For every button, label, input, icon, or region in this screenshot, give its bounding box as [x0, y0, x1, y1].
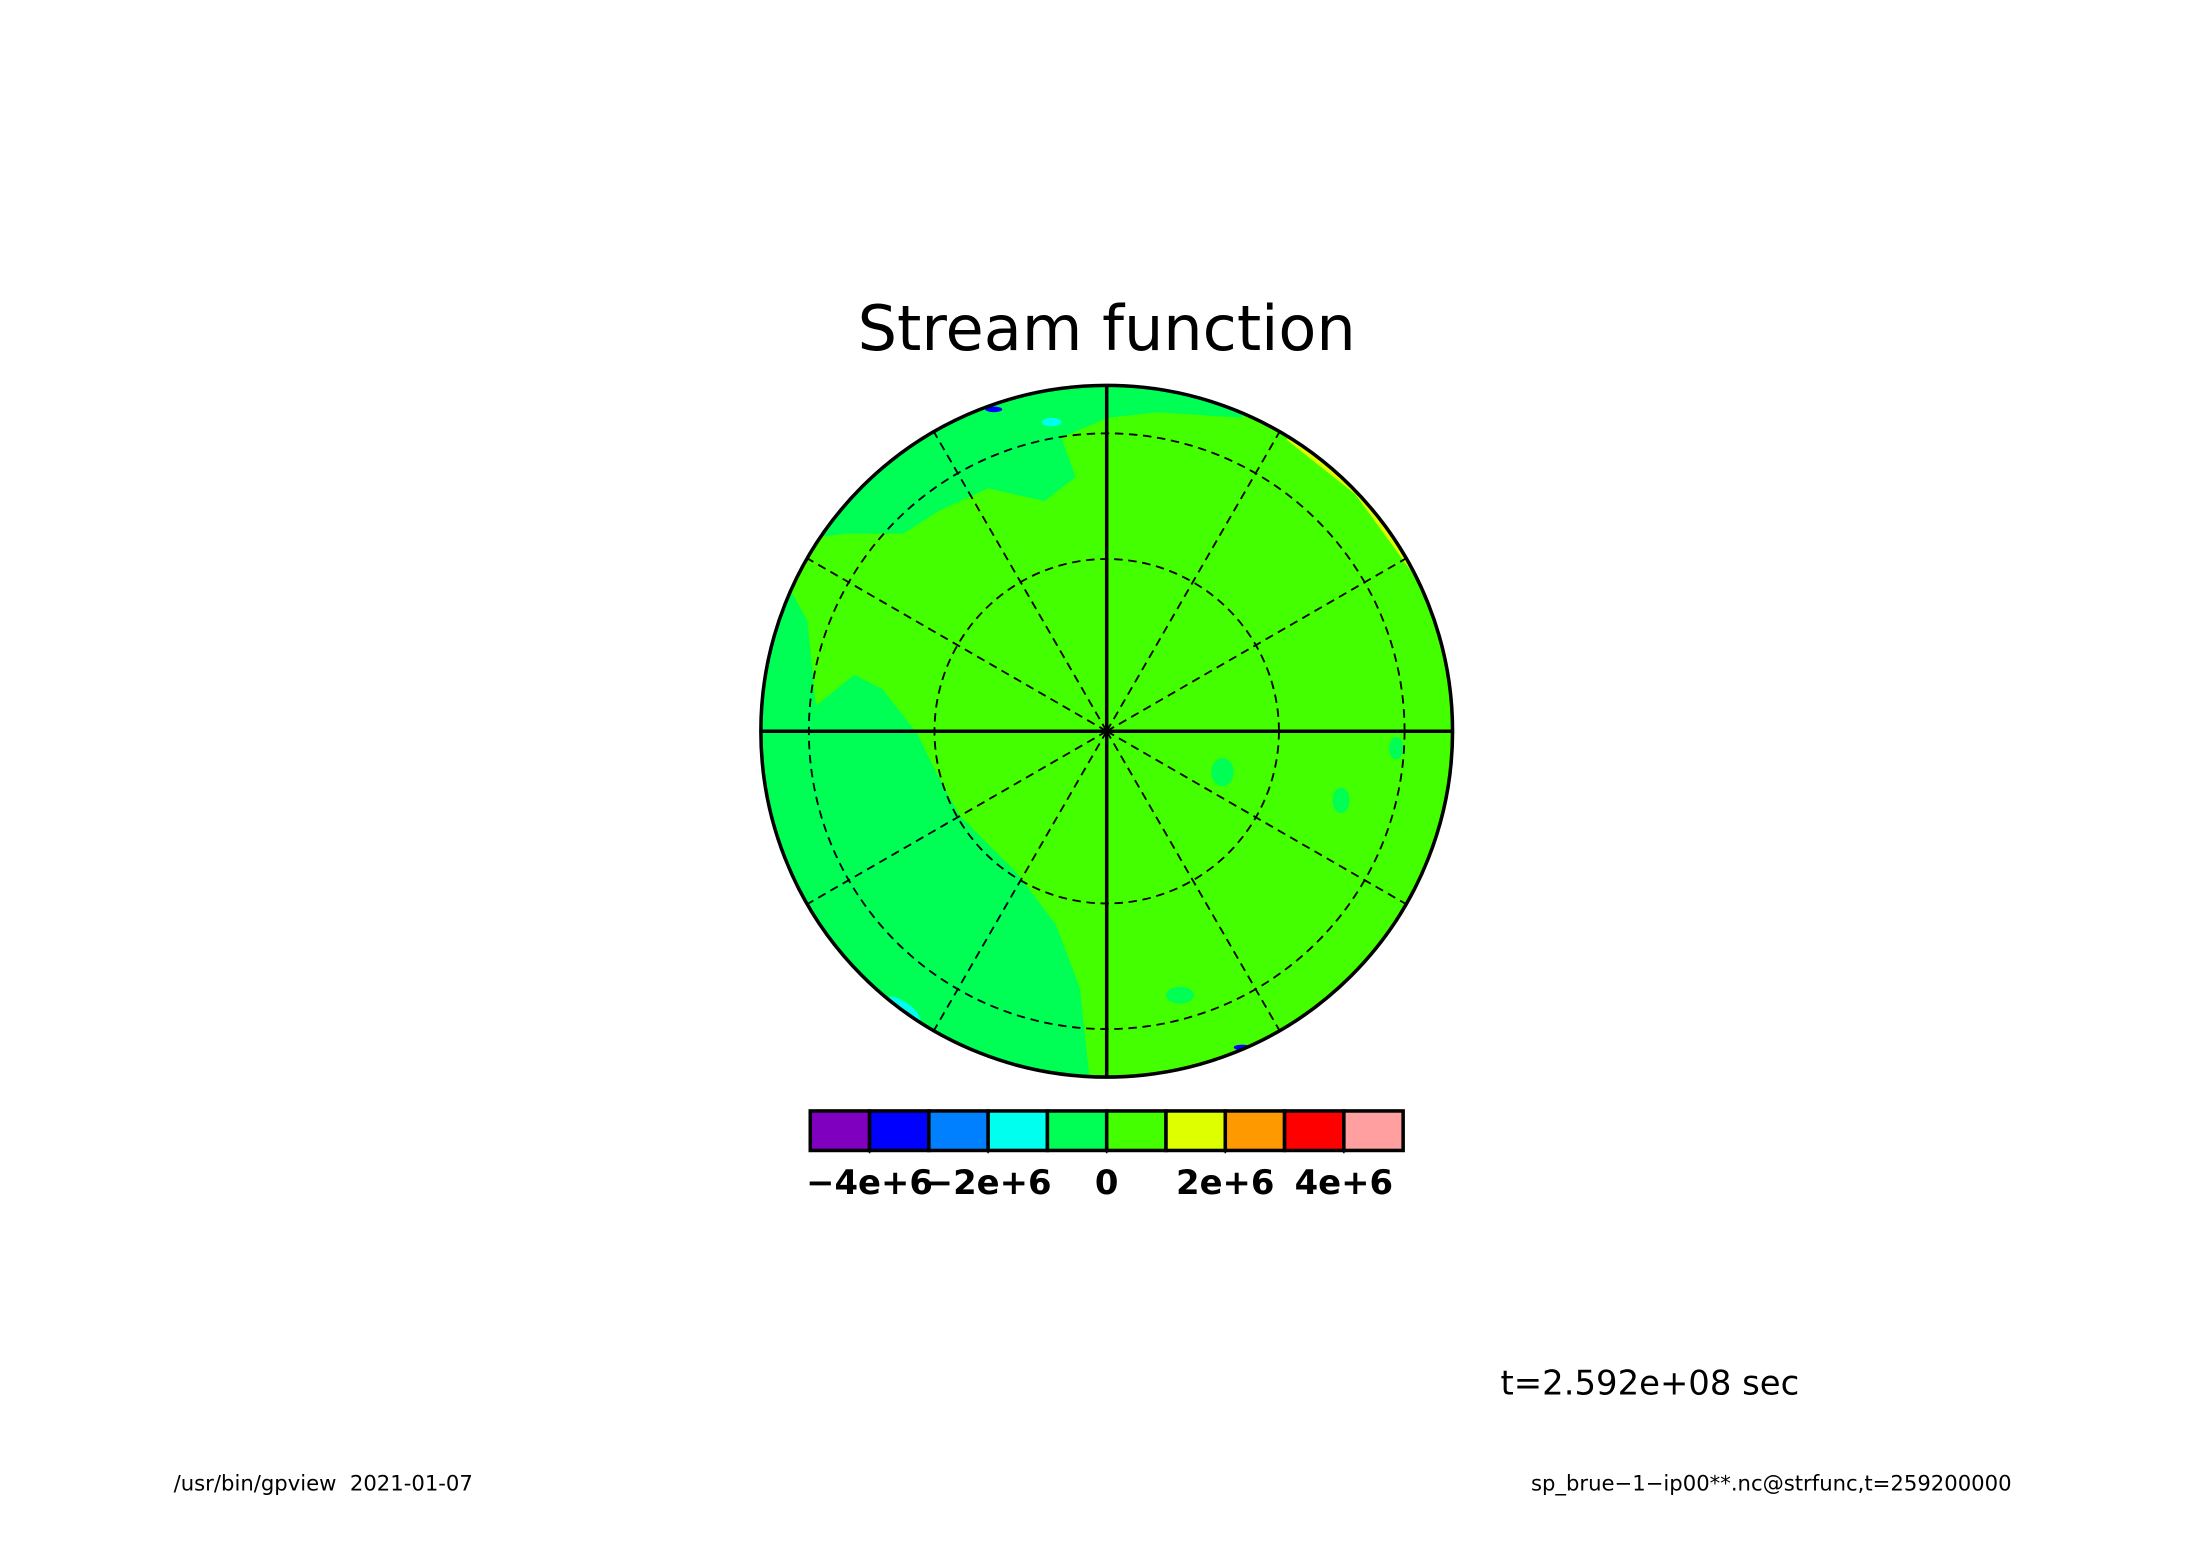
- colorbar-tick-label: −4e+6: [806, 1163, 933, 1202]
- contour-fill: [1332, 787, 1350, 814]
- colorbar-box: [1342, 1109, 1405, 1153]
- colorbar-box: [1045, 1109, 1109, 1153]
- meridian: [1105, 730, 1281, 1032]
- colorbar-box: [867, 1109, 931, 1153]
- contour-fill: [985, 406, 1003, 413]
- meridian: [1106, 557, 1407, 733]
- colorbar-tick-label: 4e+6: [1295, 1163, 1393, 1202]
- colorbar-box: [808, 1109, 872, 1153]
- meridian: [932, 431, 1108, 732]
- colorbar-box: [1104, 1109, 1168, 1153]
- meridian: [1106, 730, 1407, 905]
- colorbar-tick-label: 2e+6: [1176, 1163, 1274, 1202]
- contour-fill: [1041, 417, 1062, 427]
- annotation: t=2.592e+08 sec: [1501, 1364, 1800, 1403]
- colorbar-box: [927, 1109, 990, 1153]
- colorbar-box: [1282, 1109, 1346, 1153]
- meridian: [932, 730, 1108, 1032]
- colorbar-box: [986, 1109, 1050, 1153]
- map-border: [759, 383, 1455, 1079]
- chart-title: Stream function: [858, 292, 1356, 365]
- map-frame: [759, 383, 1455, 1079]
- meridian: [806, 730, 1108, 905]
- colorbar-box: [1164, 1109, 1228, 1153]
- meridian: [1105, 431, 1281, 732]
- footer-left: /usr/bin/gpview 2021-01-07: [174, 1471, 473, 1496]
- colorbar-tick-label: −2e+6: [925, 1163, 1052, 1202]
- footer-right: sp_brue−1−ip00**.nc@strfunc,t=259200000: [1531, 1471, 2012, 1496]
- meridian: [806, 557, 1108, 733]
- contour-fill: [1211, 758, 1234, 787]
- contour-fill: [1165, 986, 1195, 1004]
- contour-fill: [1389, 736, 1404, 760]
- colorbar-tick-label: 0: [1095, 1163, 1119, 1202]
- colorbar: −4e+6−2e+6 0 2e+6 4e+6: [806, 1109, 1405, 1202]
- colorbar-box: [1223, 1109, 1287, 1153]
